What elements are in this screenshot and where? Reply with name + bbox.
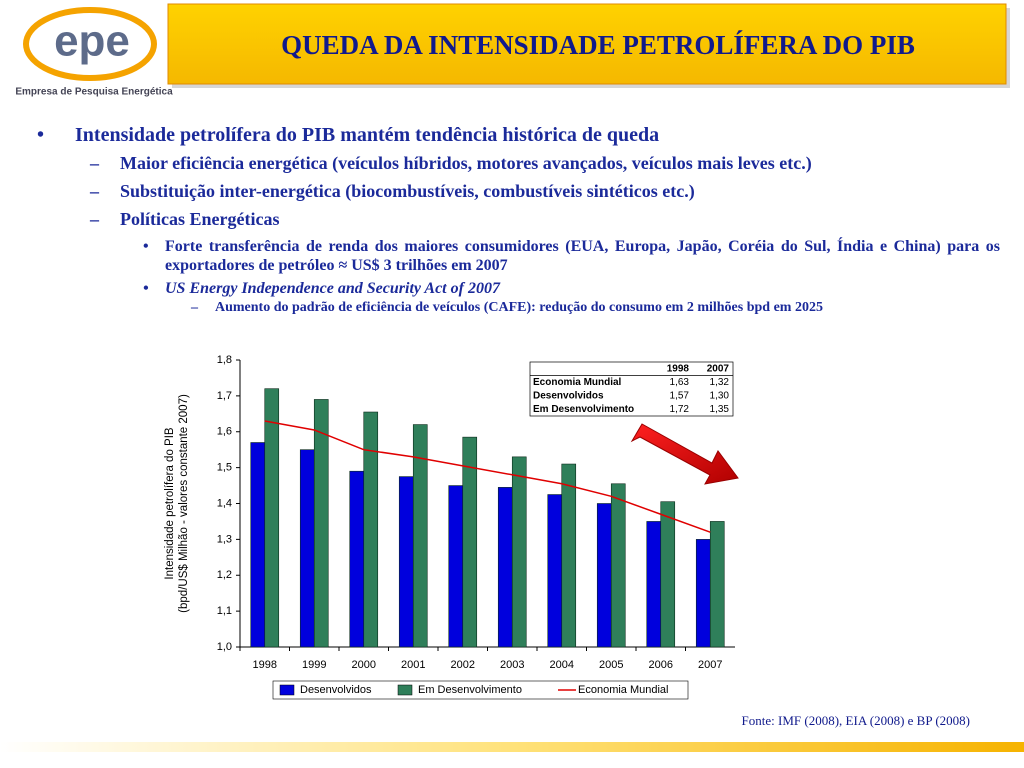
y-tick-label: 1,1 — [217, 605, 232, 617]
x-tick-label: 2003 — [500, 659, 524, 671]
logo-subtitle: Empresa de Pesquisa Energética — [15, 87, 173, 98]
bullet: Aumento do padrão de eficiência de veícu… — [191, 298, 1000, 318]
logo-text: epe — [54, 17, 130, 66]
y-axis-label: (bpd/US$ Milhão - valores constante 2007… — [178, 394, 190, 613]
table-cell: Desenvolvidos — [533, 390, 604, 401]
table-cell: 1,32 — [710, 377, 730, 388]
trend-arrow — [630, 423, 739, 485]
bullet: Políticas Energéticas — [90, 205, 1000, 233]
bar — [695, 539, 711, 648]
bar — [596, 503, 612, 648]
y-tick-label: 1,8 — [217, 354, 232, 366]
table-header: 1998 — [667, 363, 690, 374]
bar — [660, 501, 676, 648]
source: Fonte: IMF (2008), EIA (2008) e BP (2008… — [742, 713, 970, 728]
x-tick-label: 2002 — [451, 659, 475, 671]
bar — [462, 436, 478, 648]
bar — [349, 470, 365, 648]
y-tick-label: 1,7 — [217, 390, 232, 402]
x-tick-label: 2000 — [352, 659, 376, 671]
y-tick-label: 1,0 — [217, 641, 232, 653]
bar — [610, 483, 626, 648]
bullet: Intensidade petrolífera do PIB mantém te… — [37, 121, 1000, 149]
y-tick-label: 1,2 — [217, 569, 232, 581]
y-tick-label: 1,5 — [217, 462, 232, 474]
bar — [313, 399, 329, 648]
x-tick-label: 2006 — [649, 659, 673, 671]
footer-band — [0, 742, 1024, 752]
bullet: Substituição inter-energética (biocombus… — [90, 177, 1000, 205]
table-cell: Economia Mundial — [533, 377, 622, 388]
bar — [398, 476, 414, 648]
bar — [250, 442, 266, 648]
x-tick-label: 1999 — [302, 659, 326, 671]
table-cell: 1,35 — [710, 404, 730, 415]
legend-swatch — [279, 684, 295, 696]
table-header: 2007 — [707, 363, 730, 374]
legend-swatch — [397, 684, 413, 696]
bar — [709, 521, 725, 648]
table-box — [529, 361, 734, 417]
bar — [511, 456, 527, 648]
title: QUEDA DA INTENSIDADE PETROLÍFERA DO PIB — [281, 30, 915, 60]
legend-label: Economia Mundial — [578, 684, 669, 696]
bullet-list: Intensidade petrolífera do PIB mantém te… — [0, 121, 1000, 318]
bar — [497, 487, 513, 648]
y-axis-label: Intensidade petrolífera do PIB — [164, 427, 176, 579]
logo-ring — [23, 7, 157, 81]
y-tick-label: 1,3 — [217, 533, 232, 545]
title-box — [167, 3, 1007, 85]
legend-label: Em Desenvolvimento — [418, 684, 522, 696]
table-cell: 1,72 — [670, 404, 690, 415]
bullet: Maior eficiência energética (veículos hí… — [90, 149, 1000, 177]
legend-label: Desenvolvidos — [300, 684, 372, 696]
table-cell: 1,30 — [710, 390, 730, 401]
bar — [363, 411, 379, 648]
bar — [646, 521, 662, 648]
bar — [264, 388, 280, 648]
bar — [547, 494, 563, 648]
x-tick-label: 1998 — [253, 659, 277, 671]
bar — [448, 485, 464, 648]
x-tick-label: 2004 — [550, 659, 574, 671]
chart: 1,0 1,1 1,2 1,3 1,4 1,5 1,6 1,7 1,8 Intensidade p… — [164, 354, 735, 700]
bullet: Forte transferência de renda dos maiores… — [143, 237, 1000, 275]
bar — [412, 424, 428, 648]
table-cell: 1,63 — [670, 377, 690, 388]
y-tick-label: 1,6 — [217, 426, 232, 438]
bar — [299, 449, 315, 648]
table-cell: 1,57 — [670, 390, 690, 401]
bar — [561, 463, 577, 648]
x-tick-label: 2007 — [698, 659, 722, 671]
x-tick-label: 2001 — [401, 659, 425, 671]
table-cell: Em Desenvolvimento — [533, 404, 634, 415]
x-tick-label: 2005 — [599, 659, 623, 671]
line — [264, 420, 711, 533]
legend-box — [272, 680, 689, 700]
bullet: US Energy Independence and Security Act … — [143, 279, 1000, 298]
y-tick-label: 1,4 — [217, 497, 232, 509]
